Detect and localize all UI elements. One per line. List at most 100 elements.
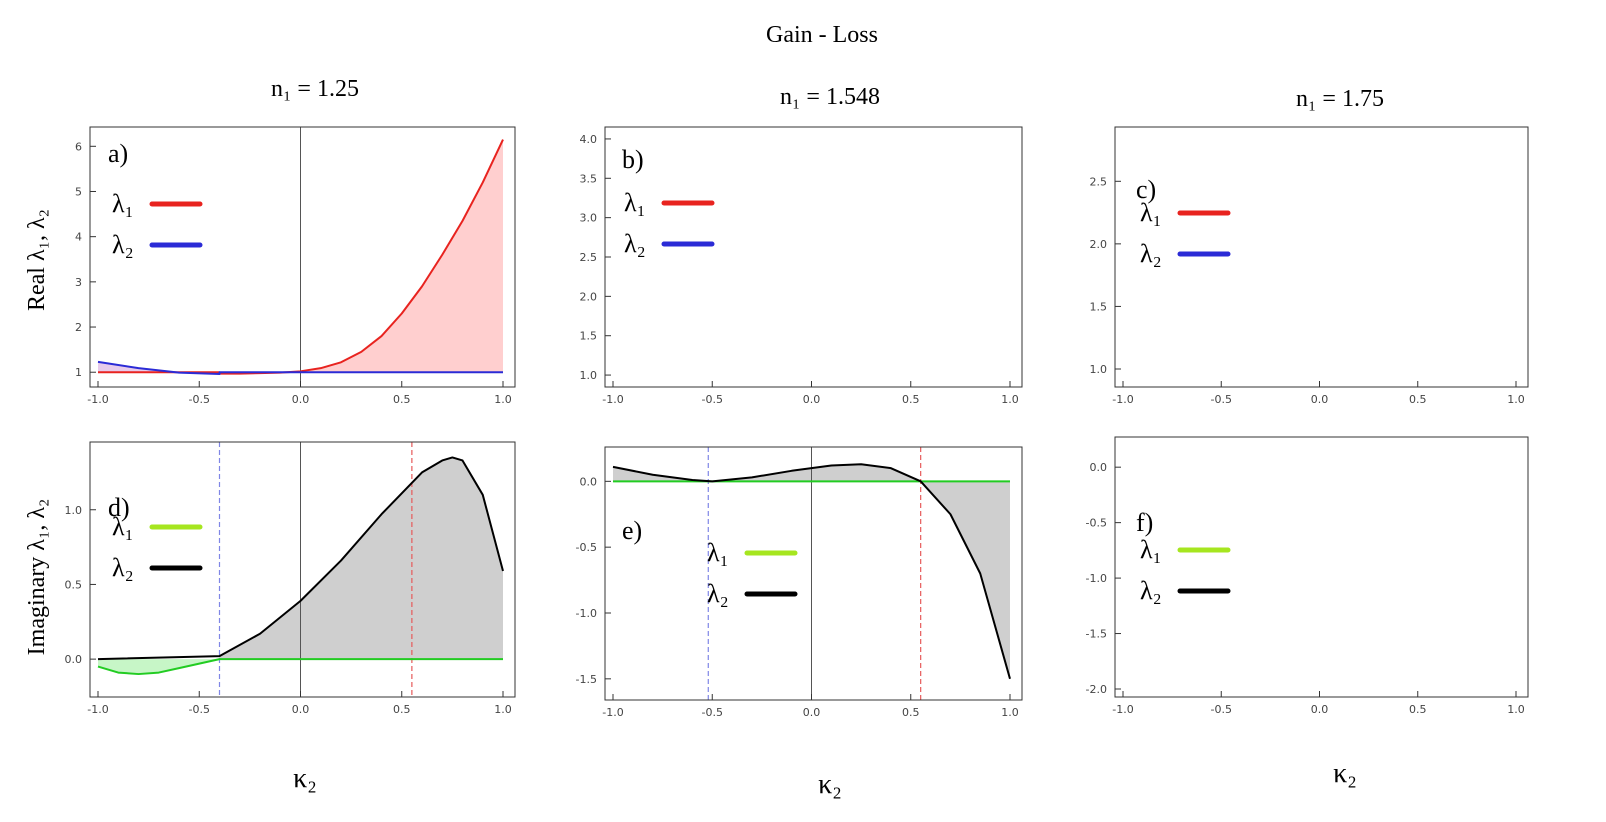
x-tick-label-e-0: -1.0 (602, 706, 623, 719)
series-line-d-2 (97, 456, 504, 661)
plot-area-a (97, 127, 504, 387)
y-tick-label-f-3: -1.5 (1086, 628, 1107, 641)
frame-b (604, 126, 1023, 388)
fill-region-f-1 (1276, 467, 1516, 678)
y-tick-label-c-3: 2.5 (1090, 175, 1108, 188)
legend-label-b-1: λ₁ (624, 188, 646, 217)
frame-c (1114, 126, 1529, 388)
y-tick-label-f-4: -2.0 (1086, 683, 1107, 696)
legend-label-c-2: λ₂ (1140, 239, 1162, 268)
fill-region-d-1 (98, 659, 220, 675)
x-tick-label-d-0: -1.0 (87, 703, 108, 716)
series-line-b-1 (613, 143, 1010, 375)
x-tick-label-b-1: -0.5 (702, 393, 723, 406)
x-tick-label-e-2: 0.0 (803, 706, 821, 719)
series-line-c-1 (1123, 141, 1516, 372)
x-tick-label-b-3: 0.5 (902, 393, 920, 406)
x-tick-label-b-0: -1.0 (602, 393, 623, 406)
plot-area-d (97, 442, 504, 697)
panel-label-e: e) (622, 516, 642, 545)
legend-label-d-2: λ₂ (112, 553, 134, 582)
panel-label-a: a) (108, 139, 128, 168)
legend-label-f-1: λ₁ (1140, 535, 1162, 564)
y-tick-label-c-1: 1.5 (1090, 300, 1108, 313)
x-tick-label-a-1: -0.5 (189, 393, 210, 406)
frame-d (89, 441, 516, 698)
legend-label-a-2: λ₂ (112, 230, 134, 259)
series-line-a-1 (98, 139, 504, 375)
panel-label-b: b) (622, 145, 644, 174)
series-line-d-1 (97, 658, 503, 676)
x-tick-label-f-3: 0.5 (1409, 703, 1427, 716)
frame-e (604, 446, 1023, 701)
legend-label-b-2: λ₂ (624, 229, 646, 258)
plot-area-c (1123, 127, 1516, 387)
fill-region-a-0 (300, 139, 503, 373)
chart-panel-a: -1.0 -0.5 0.0 0.5 1.0 1 2 3 4 5 6 a) λ₁ λ₂ (75, 126, 516, 406)
x-tick-label-c-0: -1.0 (1112, 393, 1133, 406)
y-tick-label-a-4: 5 (75, 185, 82, 198)
legend-label-f-2: λ₂ (1140, 576, 1162, 605)
series-line-f-1 (1123, 467, 1516, 475)
legend-label-c-1: λ₁ (1140, 198, 1162, 227)
series-line-e-2 (612, 463, 1011, 680)
x-tick-label-f-4: 1.0 (1507, 703, 1525, 716)
fill-region-c-0 (1276, 141, 1516, 369)
fill-region-a-1 (98, 361, 220, 375)
legend-label-e-1: λ₁ (707, 538, 729, 567)
row-label-real: Real λ₁, λ₂ (24, 209, 50, 311)
plot-area-f (1123, 437, 1516, 697)
x-tick-label-e-3: 0.5 (902, 706, 920, 719)
x-tick-label-c-1: -0.5 (1211, 393, 1232, 406)
x-tick-label-a-0: -1.0 (87, 393, 108, 406)
y-tick-label-a-5: 6 (75, 140, 82, 153)
x-tick-label-d-4: 1.0 (494, 703, 512, 716)
y-tick-label-f-2: -1.0 (1086, 572, 1107, 585)
x-tick-label-d-2: 0.0 (292, 703, 310, 716)
y-tick-label-e-0: 0.0 (580, 475, 598, 488)
chart-panel-f: -1.0 -0.5 0.0 0.5 1.0 0.0 -0.5 -1.0 -1.5 -2.0 f)λ₁… (1086, 436, 1529, 716)
x-tick-label-f-2: 0.0 (1311, 703, 1329, 716)
y-tick-label-d-1: 0.5 (65, 578, 83, 591)
x-tick-label-a-2: 0.0 (292, 393, 310, 406)
panels: -1.0 -0.5 0.0 0.5 1.0 1 2 3 4 5 6 a) λ₁ λ₂ -1.0 -0.5 0.0… (65, 126, 1529, 719)
y-tick-label-a-0: 1 (75, 366, 82, 379)
x-axis-label-3: κ₂ (1333, 758, 1357, 789)
x-tick-label-d-3: 0.5 (393, 703, 411, 716)
column-title-3: n₁ = 1.75 (1296, 86, 1384, 112)
y-tick-label-a-3: 4 (75, 231, 82, 244)
panel-label-d: d) (108, 493, 130, 522)
x-tick-label-f-1: -0.5 (1211, 703, 1232, 716)
y-tick-label-c-0: 1.0 (1090, 363, 1108, 376)
chart-panel-d: -1.0 -0.5 0.0 0.5 1.0 0.0 0.5 1.0 d)λ₁ λ₂ (65, 441, 516, 716)
x-tick-label-c-3: 0.5 (1409, 393, 1427, 406)
frame-f (1114, 436, 1529, 698)
plot-area-e (612, 447, 1011, 700)
x-axis-label-1: κ₂ (293, 763, 317, 794)
legend-label-e-2: λ₂ (707, 579, 729, 608)
fill-region-e-0 (613, 464, 1010, 679)
plot-area-b (613, 127, 1010, 387)
y-tick-label-a-1: 2 (75, 321, 82, 334)
panel-label-c: c) (1136, 175, 1156, 204)
y-tick-label-b-5: 3.5 (580, 172, 598, 185)
legend-label-d-1: λ₁ (112, 512, 134, 541)
y-tick-label-e-1: -0.5 (576, 541, 597, 554)
panel-label-f: f) (1136, 508, 1153, 537)
y-tick-label-a-2: 3 (75, 276, 82, 289)
y-tick-label-b-2: 2.0 (580, 290, 598, 303)
y-tick-label-b-0: 1.0 (580, 369, 598, 382)
y-tick-label-d-2: 1.0 (65, 504, 83, 517)
fill-region-b-0 (613, 143, 1010, 375)
y-tick-label-b-3: 2.5 (580, 251, 598, 264)
fill-region-d-0 (219, 457, 503, 660)
x-tick-label-b-4: 1.0 (1001, 393, 1019, 406)
y-tick-label-e-2: -1.0 (576, 607, 597, 620)
column-title-1: n₁ = 1.25 (271, 76, 359, 102)
series-line-a-2 (97, 360, 503, 376)
x-tick-label-d-1: -0.5 (189, 703, 210, 716)
x-tick-label-a-4: 1.0 (494, 393, 512, 406)
x-axis-label-2: κ₂ (818, 769, 842, 800)
fill-region-f-0 (1123, 451, 1192, 468)
